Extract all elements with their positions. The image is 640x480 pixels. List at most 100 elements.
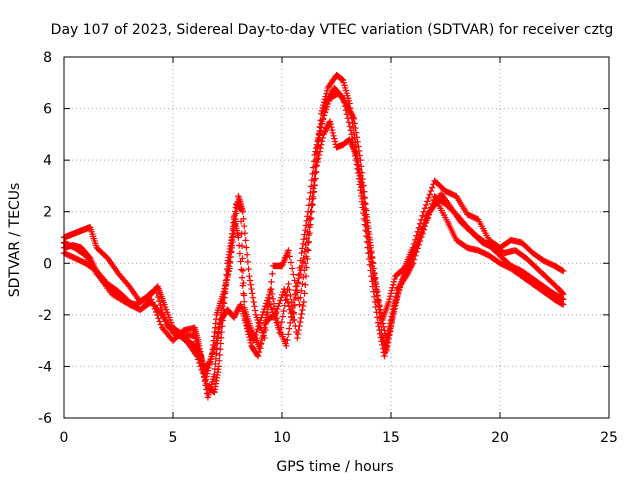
data-point (223, 271, 230, 278)
series-sat-d (60, 89, 567, 396)
data-point (302, 222, 310, 229)
data-point (364, 219, 371, 226)
data-point (396, 284, 404, 291)
data-point (383, 337, 390, 344)
data-point (194, 356, 202, 363)
data-point (308, 176, 315, 184)
data-point (331, 138, 339, 145)
data-point (347, 108, 354, 115)
data-point (248, 285, 255, 293)
data-point (260, 328, 268, 336)
data-point (397, 281, 405, 288)
data-point (283, 296, 291, 303)
data-point (367, 242, 374, 249)
data-point (347, 127, 354, 134)
data-point (276, 329, 284, 337)
grid (64, 57, 609, 418)
data-point (236, 250, 244, 257)
data-point (196, 359, 203, 367)
data-point (305, 202, 313, 209)
data-point (155, 297, 163, 305)
y-tick-label: 2 (43, 205, 52, 221)
data-point (368, 253, 376, 261)
data-point (313, 141, 321, 148)
data-point (222, 283, 229, 290)
data-point (359, 175, 366, 183)
data-point (265, 291, 273, 299)
data-point (417, 231, 424, 238)
data-point (351, 120, 358, 127)
data-point (290, 271, 297, 278)
data-point (370, 265, 377, 272)
data-point (219, 311, 227, 319)
data-point (249, 290, 256, 297)
data-point (304, 255, 311, 263)
data-point (269, 295, 277, 303)
data-point (348, 131, 355, 138)
data-point (255, 323, 262, 330)
data-point (389, 284, 396, 291)
data-point (323, 103, 331, 111)
data-point (279, 313, 286, 320)
y-tick-label: -6 (38, 411, 52, 427)
data-point (230, 314, 238, 321)
data-point (373, 288, 381, 295)
data-point (278, 294, 285, 301)
data-point (315, 134, 322, 141)
data-point (151, 305, 159, 313)
data-point (296, 318, 304, 326)
data-point (322, 126, 329, 134)
data-point (280, 285, 288, 293)
data-point (286, 253, 293, 260)
data-point (420, 208, 427, 215)
data-point (305, 238, 313, 245)
data-point (307, 189, 314, 197)
data-point (245, 331, 252, 338)
data-point (376, 301, 383, 309)
data-point (238, 274, 246, 281)
data-point (324, 100, 332, 108)
data-point (307, 214, 315, 222)
data-point (251, 303, 258, 310)
data-point (149, 299, 156, 306)
data-point (159, 309, 167, 317)
data-point (390, 278, 398, 286)
x-tick-label: 0 (60, 430, 69, 446)
data-point (275, 303, 282, 310)
data-point (379, 316, 386, 324)
data-point (385, 327, 393, 334)
data-point (560, 301, 567, 308)
data-point (296, 270, 304, 278)
data-point (352, 129, 360, 136)
data-point (232, 311, 239, 318)
data-point (246, 334, 253, 341)
data-point (287, 259, 295, 266)
data-point (299, 302, 307, 310)
data-point (220, 305, 227, 313)
data-point (322, 106, 330, 113)
data-point (158, 305, 165, 313)
data-point (241, 304, 248, 311)
data-point (255, 348, 263, 356)
data-point (319, 117, 326, 125)
data-point (300, 298, 307, 306)
data-point (358, 163, 365, 170)
data-point (371, 293, 378, 301)
data-point (426, 191, 433, 198)
data-point (355, 162, 362, 169)
data-point (373, 314, 381, 321)
data-point (346, 107, 353, 114)
data-point (221, 294, 228, 301)
data-point (386, 323, 393, 331)
data-point (331, 135, 338, 142)
data-point (374, 319, 382, 326)
data-point (297, 314, 305, 322)
data-point (302, 281, 309, 288)
data-point (358, 169, 366, 176)
data-point (373, 283, 380, 290)
data-point (301, 231, 308, 238)
data-point (298, 310, 305, 318)
data-point (157, 321, 165, 328)
data-point (312, 175, 319, 182)
